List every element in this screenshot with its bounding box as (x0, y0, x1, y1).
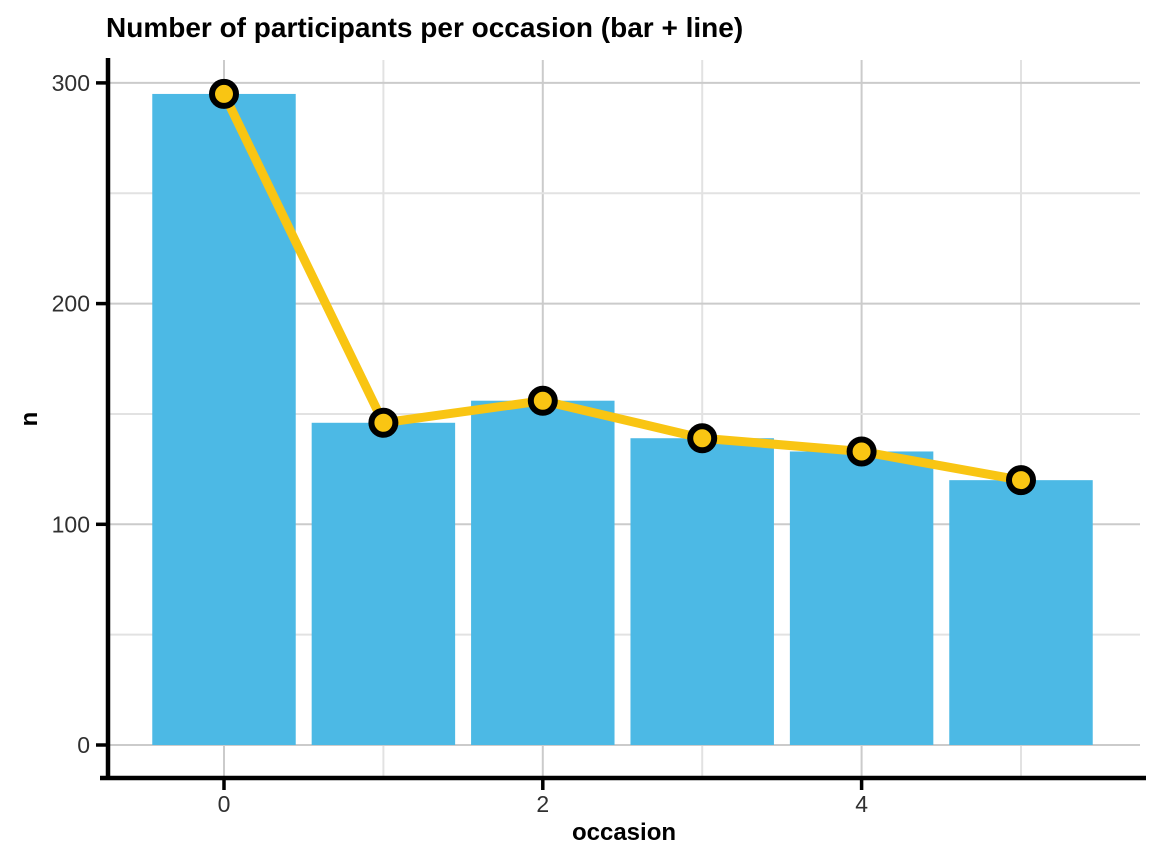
line-point (1006, 465, 1036, 496)
x-tick-label: 2 (536, 791, 549, 817)
line-point (527, 385, 558, 416)
y-tick-label: 300 (52, 70, 90, 96)
y-axis-title: n (16, 411, 43, 427)
bar (630, 438, 774, 745)
line-point (368, 407, 399, 438)
bar (789, 451, 934, 745)
line-point (846, 436, 877, 467)
y-tick-label: 0 (77, 732, 90, 758)
chart-title: Number of participants per occasion (bar… (106, 12, 744, 43)
x-axis-title: occasion (571, 819, 677, 846)
line-point (209, 78, 239, 109)
x-tick-label: 4 (855, 791, 868, 817)
y-tick-label: 100 (52, 511, 90, 537)
x-tick-label: 0 (218, 791, 231, 817)
bar (471, 400, 615, 745)
bar (311, 422, 456, 745)
bar (949, 480, 1093, 745)
line-point (687, 423, 718, 454)
series-line (219, 89, 1026, 485)
y-tick-label: 200 (52, 291, 90, 317)
